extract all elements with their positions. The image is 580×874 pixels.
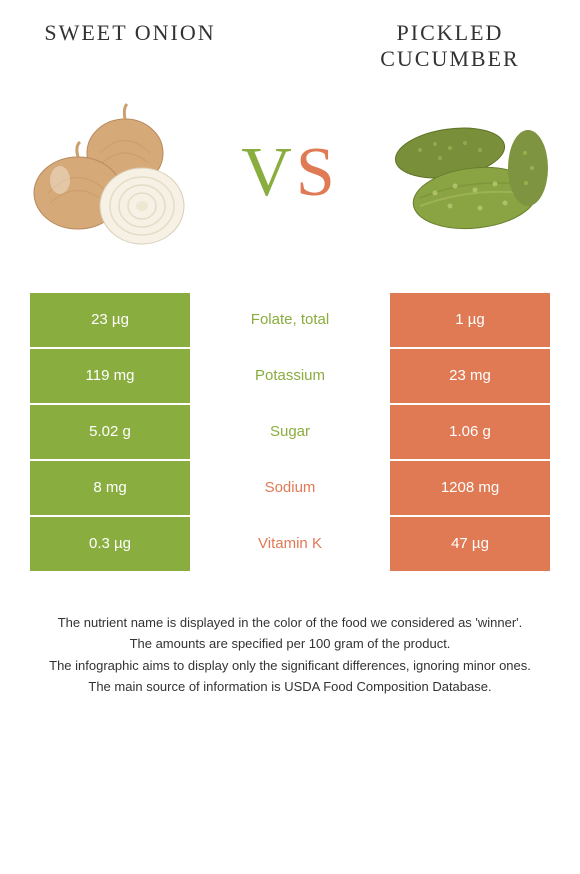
table-row: 119 mgPotassium23 mg <box>30 349 550 405</box>
table-row: 8 mgSodium1208 mg <box>30 461 550 517</box>
footer-line: The main source of information is USDA F… <box>30 677 550 697</box>
cell-left-value: 23 µg <box>30 293 190 347</box>
vs-s: S <box>296 134 339 211</box>
cell-right-value: 1.06 g <box>390 405 550 459</box>
cell-right-value: 1208 mg <box>390 461 550 515</box>
cell-nutrient-label: Vitamin K <box>190 517 390 571</box>
cell-nutrient-label: Folate, total <box>190 293 390 347</box>
cell-left-value: 5.02 g <box>30 405 190 459</box>
pickle-image <box>380 88 550 258</box>
cell-right-value: 23 mg <box>390 349 550 403</box>
vs-v: V <box>241 134 296 211</box>
header: Sweet Onion Pickled cucumber <box>30 20 550 73</box>
table-row: 0.3 µgVitamin K47 µg <box>30 517 550 573</box>
nutrient-table: 23 µgFolate, total1 µg119 mgPotassium23 … <box>30 293 550 573</box>
cell-right-value: 1 µg <box>390 293 550 347</box>
cell-nutrient-label: Sodium <box>190 461 390 515</box>
infographic-container: Sweet Onion Pickled cucumber <box>0 0 580 874</box>
title-right: Pickled cucumber <box>350 20 550 73</box>
table-row: 5.02 gSugar1.06 g <box>30 405 550 461</box>
cell-right-value: 47 µg <box>390 517 550 571</box>
footer-line: The infographic aims to display only the… <box>30 656 550 676</box>
cell-left-value: 8 mg <box>30 461 190 515</box>
hero-row: VS <box>30 83 550 263</box>
footer-line: The amounts are specified per 100 gram o… <box>30 634 550 654</box>
title-left: Sweet Onion <box>30 20 230 46</box>
cell-nutrient-label: Sugar <box>190 405 390 459</box>
footer-line: The nutrient name is displayed in the co… <box>30 613 550 633</box>
cell-nutrient-label: Potassium <box>190 349 390 403</box>
table-row: 23 µgFolate, total1 µg <box>30 293 550 349</box>
vs-label: VS <box>241 133 339 213</box>
cell-left-value: 0.3 µg <box>30 517 190 571</box>
onion-image <box>30 88 200 258</box>
footer-notes: The nutrient name is displayed in the co… <box>30 613 550 697</box>
cell-left-value: 119 mg <box>30 349 190 403</box>
